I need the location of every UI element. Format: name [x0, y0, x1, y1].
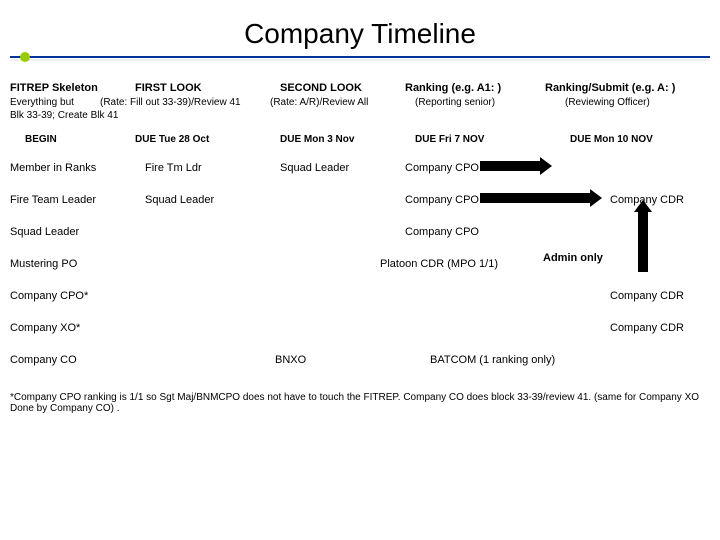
- col0-hdr: FITREP Skeleton: [10, 82, 98, 94]
- cell: Company CDR: [610, 322, 684, 334]
- page-title: Company Timeline: [10, 18, 710, 50]
- cell: Company CDR: [610, 290, 684, 302]
- arrow-icon: [480, 193, 590, 203]
- row6-label: Company CO: [10, 354, 77, 366]
- row1-label: Fire Team Leader: [10, 194, 96, 206]
- col1-hdr: FIRST LOOK: [135, 82, 202, 94]
- col0-sub2: Blk 33-39; Create Blk 41: [10, 110, 118, 121]
- col2-hdr: SECOND LOOK: [280, 82, 362, 94]
- cell: Company CPO: [405, 226, 479, 238]
- col1-sub: (Rate: Fill out 33-39)/Review 41: [100, 97, 241, 108]
- col4-hdr: Ranking/Submit (e.g. A: ): [545, 82, 675, 94]
- admin-only-label: Admin only: [543, 252, 603, 264]
- cell: Company CPO: [405, 162, 479, 174]
- title-divider: [10, 56, 710, 68]
- due-3: DUE Fri 7 NOV: [415, 134, 484, 145]
- cell: Squad Leader: [280, 162, 349, 174]
- due-4: DUE Mon 10 NOV: [570, 134, 653, 145]
- cell: Squad Leader: [145, 194, 214, 206]
- row4-label: Company CPO*: [10, 290, 88, 302]
- arrow-up-icon: [638, 212, 648, 272]
- col4-sub: (Reviewing Officer): [565, 97, 650, 108]
- col0-sub: Everything but: [10, 97, 74, 108]
- footnote-text: *Company CPO ranking is 1/1 so Sgt Maj/B…: [10, 392, 710, 414]
- col2-sub: (Rate: A/R)/Review All: [270, 97, 368, 108]
- flow-area: FITREP Skeleton Everything but Blk 33-39…: [10, 82, 710, 382]
- cell: BNXO: [275, 354, 306, 366]
- cell: Company CPO: [405, 194, 479, 206]
- due-1: DUE Tue 28 Oct: [135, 134, 209, 145]
- col3-sub: (Reporting senior): [415, 97, 495, 108]
- arrow-icon: [480, 161, 540, 171]
- row3-label: Mustering PO: [10, 258, 77, 270]
- cell: Fire Tm Ldr: [145, 162, 202, 174]
- due-2: DUE Mon 3 Nov: [280, 134, 354, 145]
- cell: BATCOM (1 ranking only): [430, 354, 555, 366]
- row0-label: Member in Ranks: [10, 162, 96, 174]
- col3-hdr: Ranking (e.g. A1: ): [405, 82, 501, 94]
- begin-label: BEGIN: [25, 134, 57, 145]
- row5-label: Company XO*: [10, 322, 80, 334]
- cell: Platoon CDR (MPO 1/1): [380, 258, 498, 270]
- row2-label: Squad Leader: [10, 226, 79, 238]
